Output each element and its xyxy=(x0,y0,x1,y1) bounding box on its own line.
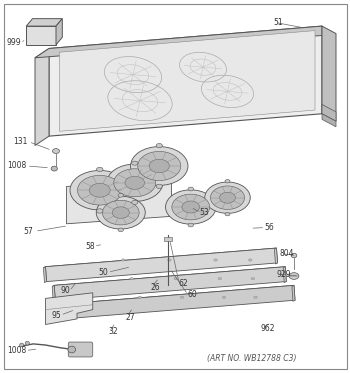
Ellipse shape xyxy=(248,259,252,261)
Text: 60: 60 xyxy=(187,290,197,299)
Ellipse shape xyxy=(97,209,103,213)
Ellipse shape xyxy=(180,296,184,298)
Ellipse shape xyxy=(166,190,216,224)
Polygon shape xyxy=(52,285,55,301)
Ellipse shape xyxy=(174,278,177,280)
Ellipse shape xyxy=(121,259,125,261)
Text: 62: 62 xyxy=(178,279,188,288)
Ellipse shape xyxy=(172,194,210,220)
FancyBboxPatch shape xyxy=(68,342,93,357)
Polygon shape xyxy=(60,31,315,131)
Ellipse shape xyxy=(132,200,138,204)
Polygon shape xyxy=(43,267,47,283)
Ellipse shape xyxy=(289,273,299,279)
Ellipse shape xyxy=(107,164,163,201)
Text: 32: 32 xyxy=(108,327,118,336)
Ellipse shape xyxy=(219,192,236,203)
Ellipse shape xyxy=(138,151,181,181)
Ellipse shape xyxy=(251,278,255,280)
Ellipse shape xyxy=(70,170,130,210)
Ellipse shape xyxy=(214,259,217,261)
Ellipse shape xyxy=(225,179,230,183)
Ellipse shape xyxy=(291,253,297,258)
Polygon shape xyxy=(63,285,295,319)
Polygon shape xyxy=(35,48,49,145)
Ellipse shape xyxy=(254,296,257,298)
Text: 27: 27 xyxy=(126,313,136,322)
Text: 90: 90 xyxy=(60,286,70,295)
Ellipse shape xyxy=(118,228,124,232)
Ellipse shape xyxy=(114,169,156,197)
Text: 929: 929 xyxy=(276,270,291,279)
Polygon shape xyxy=(283,267,286,283)
Text: (ART NO. WB12788 C3): (ART NO. WB12788 C3) xyxy=(207,354,297,363)
Text: 1008: 1008 xyxy=(7,346,26,355)
Ellipse shape xyxy=(130,278,133,280)
Ellipse shape xyxy=(168,259,171,261)
Polygon shape xyxy=(26,19,62,26)
Polygon shape xyxy=(164,237,172,241)
Ellipse shape xyxy=(188,187,194,191)
Text: 804: 804 xyxy=(280,249,294,258)
Ellipse shape xyxy=(112,207,129,218)
Text: 26: 26 xyxy=(150,283,160,292)
Polygon shape xyxy=(66,179,172,224)
Polygon shape xyxy=(322,26,336,121)
Text: 1008: 1008 xyxy=(7,162,26,170)
Polygon shape xyxy=(322,114,336,127)
Polygon shape xyxy=(43,248,276,268)
Ellipse shape xyxy=(218,278,222,280)
Text: 56: 56 xyxy=(264,223,274,232)
Ellipse shape xyxy=(225,212,230,216)
Polygon shape xyxy=(322,104,336,121)
Polygon shape xyxy=(56,19,62,45)
Polygon shape xyxy=(54,267,286,300)
Ellipse shape xyxy=(156,184,162,188)
Text: 50: 50 xyxy=(99,268,108,277)
Ellipse shape xyxy=(182,201,199,213)
Polygon shape xyxy=(61,304,64,320)
Polygon shape xyxy=(292,285,295,301)
Ellipse shape xyxy=(131,147,188,185)
Ellipse shape xyxy=(20,343,24,347)
Text: 51: 51 xyxy=(273,18,283,27)
Ellipse shape xyxy=(210,186,245,210)
Ellipse shape xyxy=(132,161,138,165)
Ellipse shape xyxy=(52,148,60,154)
Polygon shape xyxy=(274,248,278,264)
Ellipse shape xyxy=(125,176,145,189)
Ellipse shape xyxy=(77,175,122,205)
Ellipse shape xyxy=(205,182,250,213)
Text: 57: 57 xyxy=(23,227,33,236)
Ellipse shape xyxy=(97,167,103,172)
Ellipse shape xyxy=(188,223,194,227)
Ellipse shape xyxy=(138,296,142,298)
Ellipse shape xyxy=(25,341,29,345)
Ellipse shape xyxy=(156,144,162,148)
Ellipse shape xyxy=(89,183,110,197)
Text: 95: 95 xyxy=(51,311,61,320)
Ellipse shape xyxy=(149,159,169,173)
Text: 131: 131 xyxy=(14,137,28,146)
Text: 962: 962 xyxy=(261,324,275,333)
Polygon shape xyxy=(26,26,56,45)
Text: 58: 58 xyxy=(85,242,95,251)
Ellipse shape xyxy=(222,296,226,298)
Polygon shape xyxy=(46,248,278,282)
Ellipse shape xyxy=(102,200,139,225)
Ellipse shape xyxy=(51,166,57,171)
Ellipse shape xyxy=(96,196,145,229)
Ellipse shape xyxy=(68,346,76,353)
Polygon shape xyxy=(35,26,322,58)
Ellipse shape xyxy=(118,194,124,197)
Polygon shape xyxy=(46,293,93,325)
Text: 53: 53 xyxy=(199,208,209,217)
Polygon shape xyxy=(61,285,294,305)
Polygon shape xyxy=(52,267,285,286)
Polygon shape xyxy=(49,26,322,136)
Text: 999: 999 xyxy=(6,38,21,47)
